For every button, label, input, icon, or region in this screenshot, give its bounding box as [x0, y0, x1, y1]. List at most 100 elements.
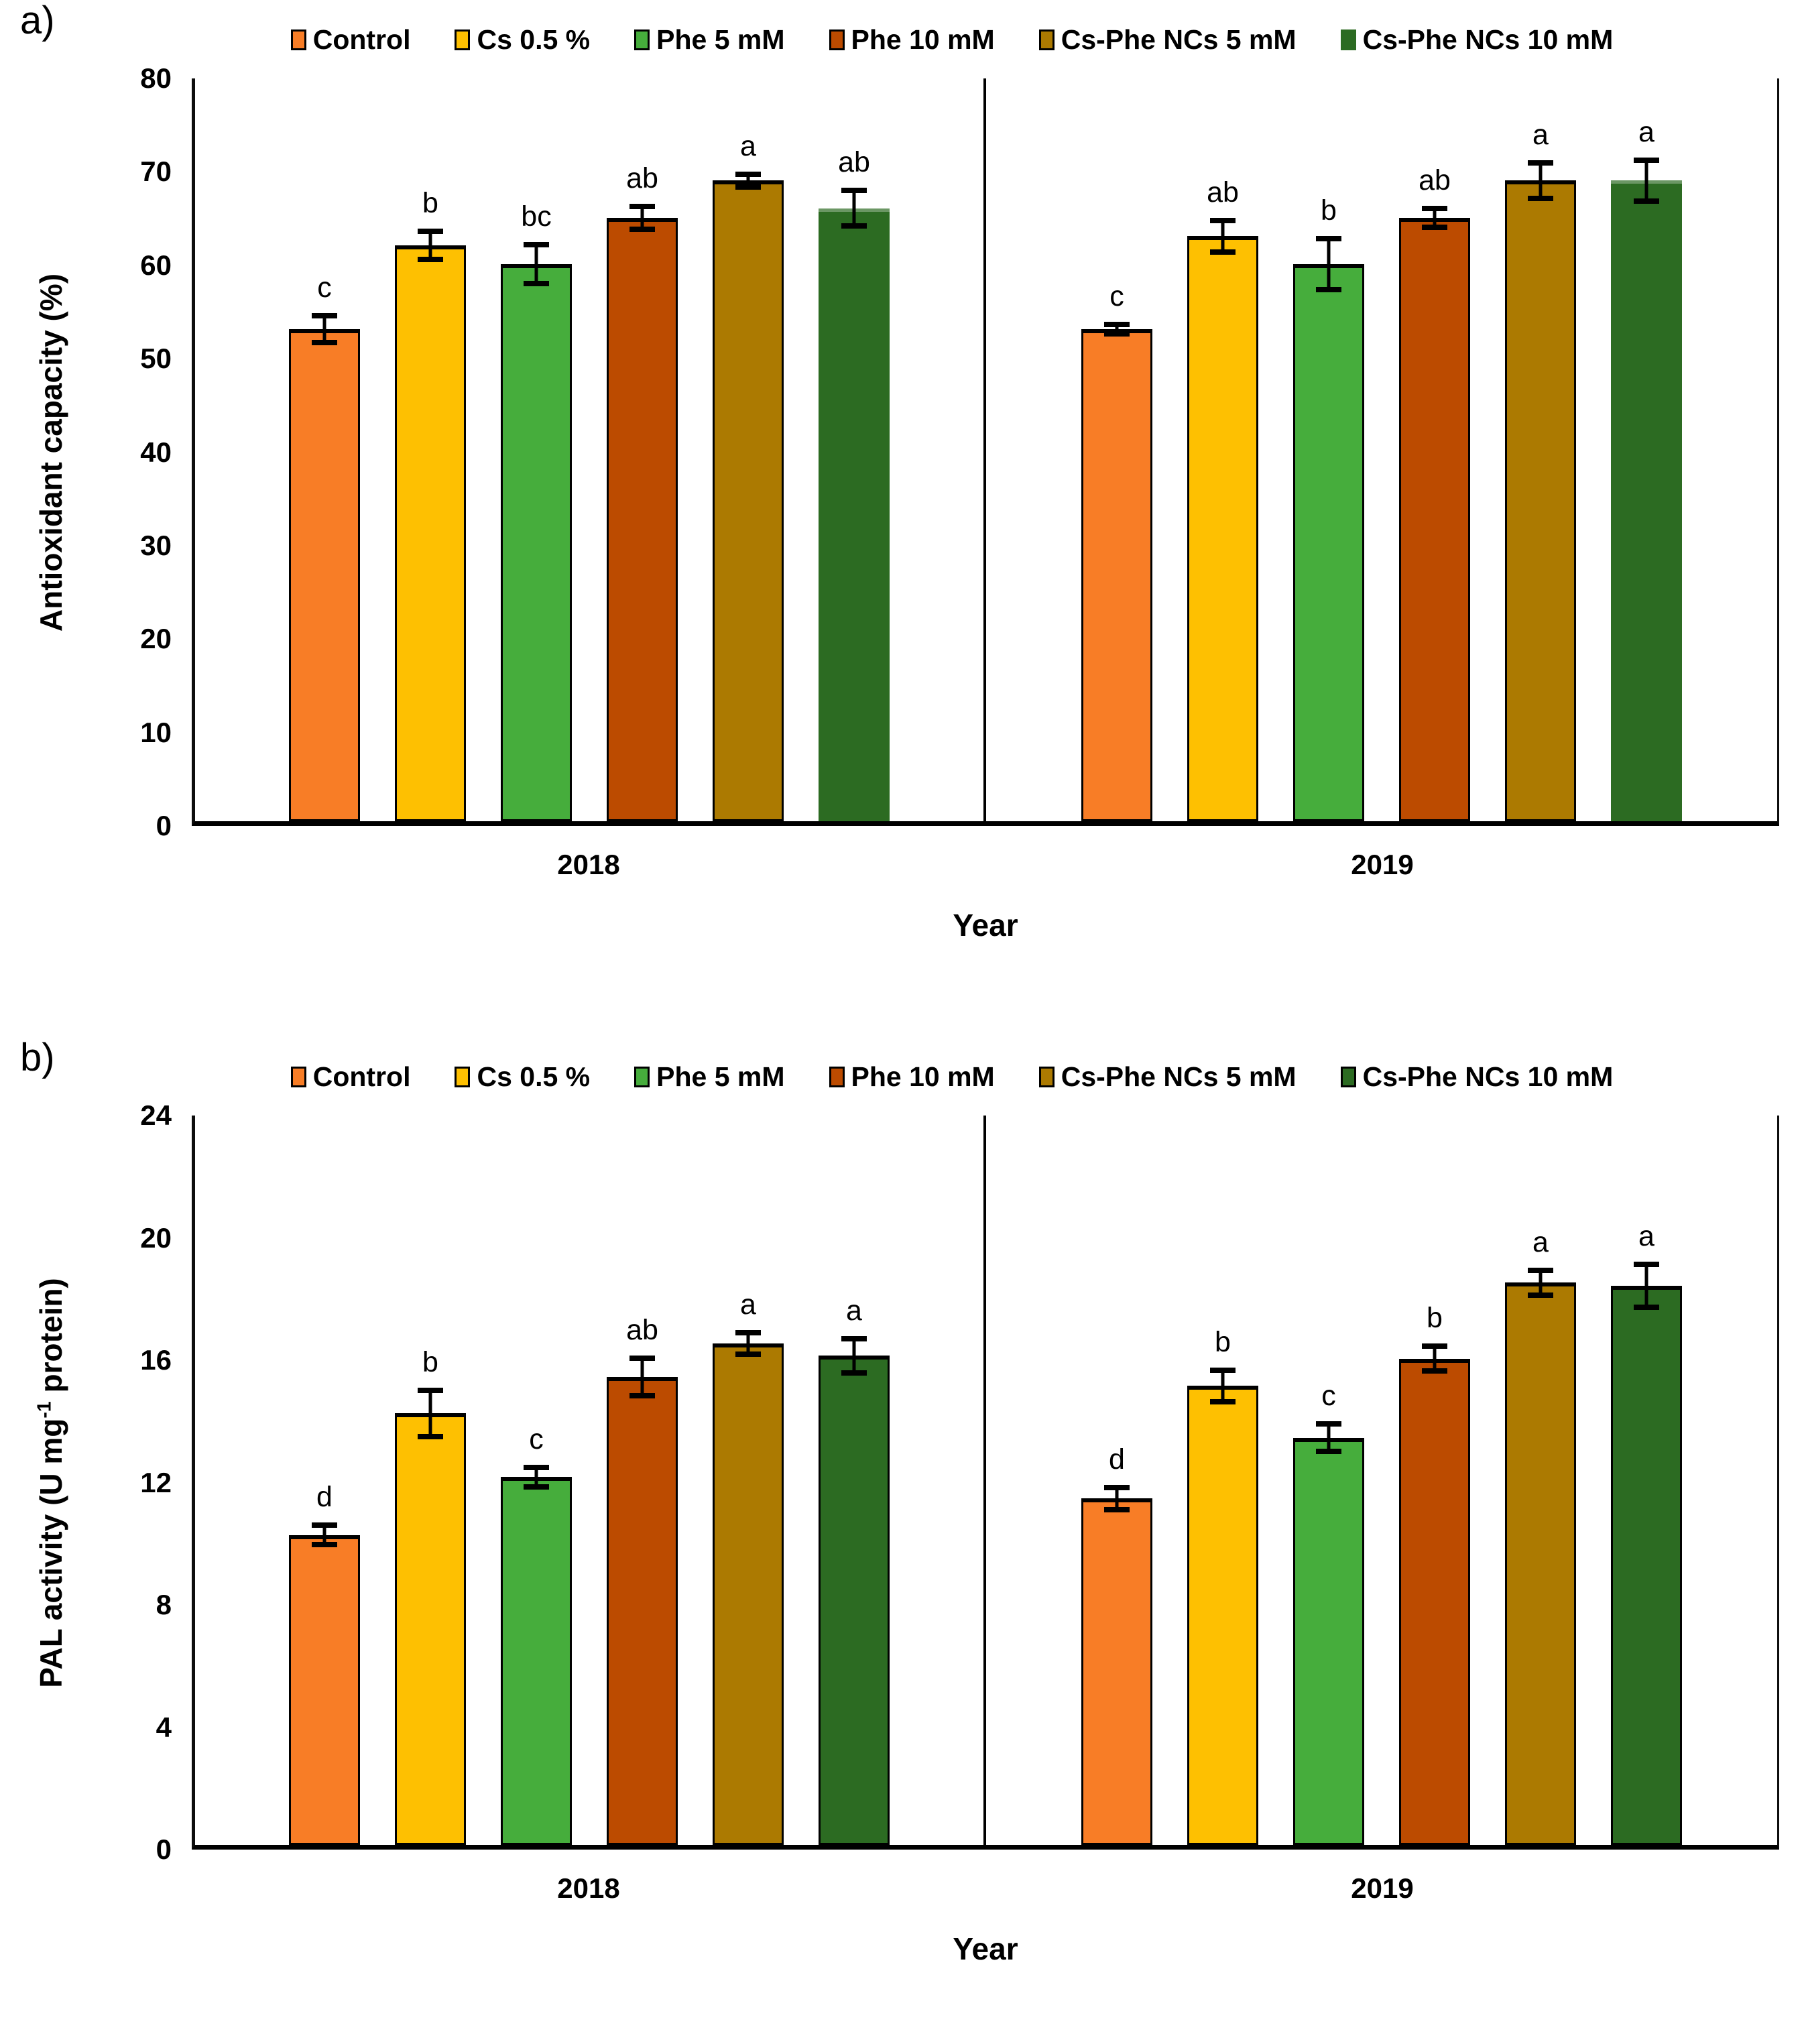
year-group-2018: d b c ab a a [195, 1116, 986, 1845]
bar-slot: c [1081, 78, 1152, 821]
error-bar-stem [534, 1465, 538, 1490]
bar [289, 328, 360, 821]
bar [395, 1413, 466, 1845]
error-bar-stem [1433, 1343, 1437, 1374]
error-bar [1210, 217, 1236, 255]
significance-letter: bc [521, 200, 552, 233]
legend-swatch [1038, 29, 1055, 50]
error-bar-stem [1221, 217, 1225, 255]
bar-slot: ab [607, 1116, 678, 1845]
bar-slot: b [1293, 78, 1364, 821]
panel-a: a) Control Cs 0.5 % Phe 5 mM Phe 10 mM Cs-Phe… [0, 0, 1806, 943]
legend-swatch [455, 29, 471, 50]
bar-slot: a [713, 78, 784, 821]
legend-item: Phe 5 mM [634, 24, 785, 56]
bar [1081, 328, 1152, 821]
bar-slot: a [1611, 1116, 1682, 1845]
y-axis-title-text: protein) [34, 1277, 69, 1401]
bar [501, 264, 572, 821]
error-bar-cap-bottom [524, 281, 549, 287]
error-bar-stem [746, 171, 750, 190]
legend-swatch [1340, 1067, 1356, 1087]
y-axis-title-cell: PAL activity (U mg-1 protein) [11, 1116, 91, 1850]
x-tick-label: 2018 [557, 1872, 620, 1904]
legend-item: Cs 0.5 % [455, 24, 590, 56]
bar [289, 1535, 360, 1845]
x-tick-label: 2019 [1351, 1872, 1414, 1904]
legend-label: Phe 5 mM [656, 24, 785, 55]
legend-label: Phe 10 mM [851, 24, 995, 55]
y-tick-label: 0 [156, 810, 172, 841]
y-tick-label: 24 [140, 1099, 172, 1131]
y-tick-label: 0 [156, 1833, 172, 1865]
error-bar-stem [322, 313, 326, 345]
x-tick-label: 2019 [1351, 849, 1414, 880]
panel-label: b) [20, 1036, 55, 1079]
legend-swatch [634, 1067, 650, 1087]
error-bar-cap-bottom [524, 1484, 549, 1490]
error-bar-stem [1433, 205, 1437, 230]
bar [1187, 1386, 1258, 1845]
plot-area: d b c ab a a d b c b a a [192, 1116, 1779, 1850]
error-bar-stem [1644, 1261, 1648, 1311]
legend: Control Cs 0.5 % Phe 5 mM Phe 10 mM Cs-Phe N… [11, 1044, 1779, 1116]
error-bar-cap-bottom [418, 1433, 443, 1439]
bar-slot: c [289, 78, 360, 821]
error-bar-stem [1539, 1267, 1543, 1298]
bar-slot: d [1081, 1116, 1152, 1845]
error-bar-cap-bottom [1528, 195, 1553, 201]
error-bar [1422, 1343, 1447, 1374]
legend-label: Cs 0.5 % [477, 1061, 591, 1092]
legend-label: Control [312, 1061, 411, 1092]
year-group-2018: c b bc ab a ab [195, 78, 986, 821]
bar [395, 245, 466, 821]
bar [713, 1343, 784, 1845]
error-bar-cap-bottom [735, 1351, 761, 1358]
significance-letter: a [1638, 1219, 1654, 1252]
error-bar-stem [1115, 1484, 1119, 1512]
error-bar-stem [1221, 1368, 1225, 1404]
significance-letter: b [1215, 1326, 1231, 1359]
error-bar [1210, 1368, 1236, 1404]
significance-letter: ab [1207, 176, 1239, 208]
significance-letter: ab [626, 162, 658, 194]
legend-swatch [290, 1067, 306, 1087]
error-bar-cap-bottom [1316, 286, 1341, 292]
y-axis-title: Antioxidant capacity (%) [34, 273, 69, 632]
error-bar [1316, 236, 1341, 292]
error-bar-stem [746, 1329, 750, 1358]
bar-slot: d [289, 1116, 360, 1845]
legend-item: Cs-Phe NCs 10 mM [1340, 1061, 1613, 1093]
bar [1505, 180, 1576, 821]
x-axis-ticks: 2018 2019 [192, 826, 1779, 890]
y-tick-label: 70 [140, 156, 172, 188]
legend-label: Cs-Phe NCs 5 mM [1061, 1061, 1297, 1092]
error-bar [1104, 1484, 1130, 1512]
error-bar-stem [428, 1387, 432, 1439]
error-bar-stem [852, 1335, 856, 1376]
bar [1399, 217, 1470, 821]
legend-label: Cs-Phe NCs 5 mM [1061, 24, 1297, 55]
significance-letter: c [1109, 280, 1124, 312]
error-bar-cap-bottom [1104, 1506, 1130, 1512]
error-bar-stem [640, 1356, 644, 1398]
error-bar [629, 1356, 655, 1398]
legend-swatch [829, 1067, 845, 1087]
x-tick-label: 2018 [557, 849, 620, 880]
significance-letter: a [1532, 1225, 1549, 1258]
error-bar-cap-bottom [1210, 1398, 1236, 1404]
error-bar [524, 241, 549, 287]
legend-swatch [455, 1067, 471, 1087]
error-bar-cap-bottom [1422, 224, 1447, 230]
y-axis-title-superscript: -1 [34, 1400, 56, 1419]
bar-slot: c [501, 1116, 572, 1845]
y-tick-label: 20 [140, 1221, 172, 1254]
error-bar [1422, 205, 1447, 230]
bar [1293, 264, 1364, 821]
bar-slot: b [1399, 1116, 1470, 1845]
bar-slot: a [1505, 1116, 1576, 1845]
significance-letter: ab [838, 146, 870, 179]
y-tick-label: 16 [140, 1344, 172, 1376]
error-bar [1528, 160, 1553, 201]
bar [1611, 180, 1682, 821]
